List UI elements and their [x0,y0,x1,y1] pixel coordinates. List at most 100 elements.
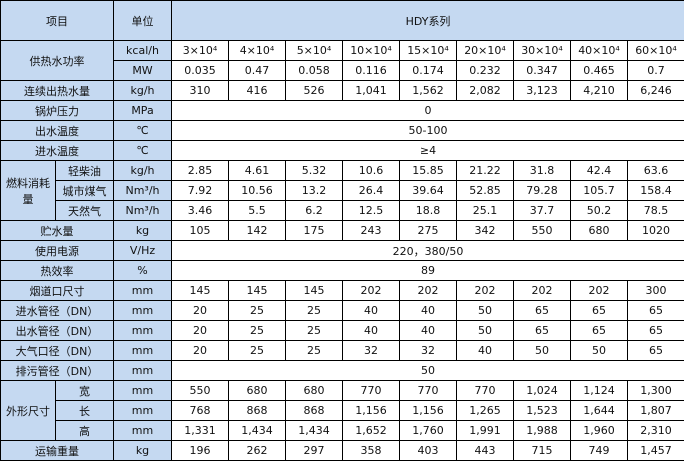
table-row: 出水管径（DN） mm 20 25 25 40 40 50 65 65 65 [0,320,684,341]
value-cell: 1,156 [342,400,400,421]
merged-value-cell: ≥4 [170,140,684,161]
value-cell: 550 [171,380,229,401]
value-cell: 1,300 [626,380,684,401]
value-cell: 680 [570,220,628,241]
value-cell: 243 [342,220,400,241]
merged-value-cell: 89 [170,260,684,281]
value-cell: 0.232 [456,60,514,81]
value-cell: 78.5 [626,200,684,221]
value-cell: 18.8 [399,200,457,221]
row-label: 大气口径（DN） [0,340,114,361]
value-cell: 175 [285,220,343,241]
value-cell: 416 [228,80,286,101]
value-cell: 202 [456,280,514,301]
row-label: 出水管径（DN） [0,320,114,341]
value-cell: 10×10⁴ [342,40,400,61]
value-cell: 2,310 [626,420,684,441]
row-label: 热效率 [0,260,114,281]
value-cell: 40 [342,320,400,341]
value-cell: 443 [456,440,514,461]
value-cell: 65 [626,340,684,361]
value-cell: 31.8 [513,160,571,181]
table-row: 排污管径（DN） mm 50 [0,360,684,381]
value-cell: 25 [228,300,286,321]
value-cell: 0.47 [228,60,286,81]
value-cell: 65 [513,300,571,321]
row-unit: Nm³/h [113,180,172,201]
row-sub-label: 长 [55,400,114,421]
value-cell: 0.035 [171,60,229,81]
row-group-label: 外形尺寸 [0,380,56,441]
value-cell: 39.64 [399,180,457,201]
value-cell: 32 [342,340,400,361]
table-row: 天然气 Nm³/h 3.46 5.5 6.2 12.5 18.8 25.1 37.7 50.2 78… [1,200,684,221]
value-cell: 1,024 [513,380,571,401]
value-cell: 868 [285,400,343,421]
value-cell: 6,246 [626,80,684,101]
value-cell: 300 [626,280,684,301]
table-row: 进水温度 ℃ ≥4 [0,140,684,161]
table-row: MW 0.035 0.47 0.058 0.116 0.174 0.232 0.347 0.46… [1,60,684,81]
value-cell: 1,124 [570,380,628,401]
value-cell: 65 [570,300,628,321]
value-cell: 1,988 [513,420,571,441]
value-cell: 0.058 [285,60,343,81]
value-cell: 10.56 [228,180,286,201]
row-label: 锅炉压力 [0,100,114,121]
table-row: 城市煤气 Nm³/h 7.92 10.56 13.2 26.4 39.64 52.85 79.2… [1,180,684,201]
row-label: 贮水量 [0,220,114,241]
value-cell: 550 [513,220,571,241]
row-label: 出水温度 [0,120,114,141]
row-label: 进水管径（DN） [0,300,114,321]
value-cell: 4.61 [228,160,286,181]
value-cell: 158.4 [626,180,684,201]
value-cell: 40 [456,340,514,361]
value-cell: 1,991 [456,420,514,441]
value-cell: 63.6 [626,160,684,181]
value-cell: 40 [399,320,457,341]
value-cell: 145 [285,280,343,301]
value-cell: 25 [228,340,286,361]
value-cell: 0.465 [570,60,628,81]
value-cell: 20 [171,340,229,361]
header-unit: 单位 [113,0,172,41]
row-unit: kg [113,220,172,241]
merged-value-cell: 50 [170,360,684,381]
value-cell: 1,562 [399,80,457,101]
value-cell: 5.5 [228,200,286,221]
value-cell: 50.2 [570,200,628,221]
row-unit: MW [113,60,172,81]
value-cell: 0.7 [626,60,684,81]
value-cell: 1,041 [342,80,400,101]
value-cell: 32 [399,340,457,361]
row-sub-label: 天然气 [55,200,114,221]
row-label: 连续出热水量 [0,80,114,101]
value-cell: 1,760 [399,420,457,441]
merged-value-cell: 50-100 [170,120,684,141]
value-cell: 20 [171,320,229,341]
value-cell: 65 [626,320,684,341]
value-cell: 3×10⁴ [171,40,229,61]
value-cell: 40 [342,300,400,321]
value-cell: 403 [399,440,457,461]
value-cell: 2,082 [456,80,514,101]
value-cell: 526 [285,80,343,101]
value-cell: 40 [399,300,457,321]
value-cell: 37.7 [513,200,571,221]
row-unit: MPa [113,100,172,121]
table-row: 大气口径（DN） mm 20 25 25 32 32 40 50 50 65 [0,340,684,361]
value-cell: 275 [399,220,457,241]
value-cell: 342 [456,220,514,241]
value-cell: 79.28 [513,180,571,201]
value-cell: 1,434 [228,420,286,441]
value-cell: 202 [342,280,400,301]
row-unit: mm [113,320,172,341]
value-cell: 105.7 [570,180,628,201]
table-row: 烟道口尺寸 mm 145 145 145 202 202 202 202 202 300 [0,280,684,301]
value-cell: 105 [171,220,229,241]
header-row: 项目 单位 HDY系列 [0,0,684,41]
value-cell: 30×10⁴ [513,40,571,61]
row-label: 运输重量 [0,440,114,461]
value-cell: 0.116 [342,60,400,81]
